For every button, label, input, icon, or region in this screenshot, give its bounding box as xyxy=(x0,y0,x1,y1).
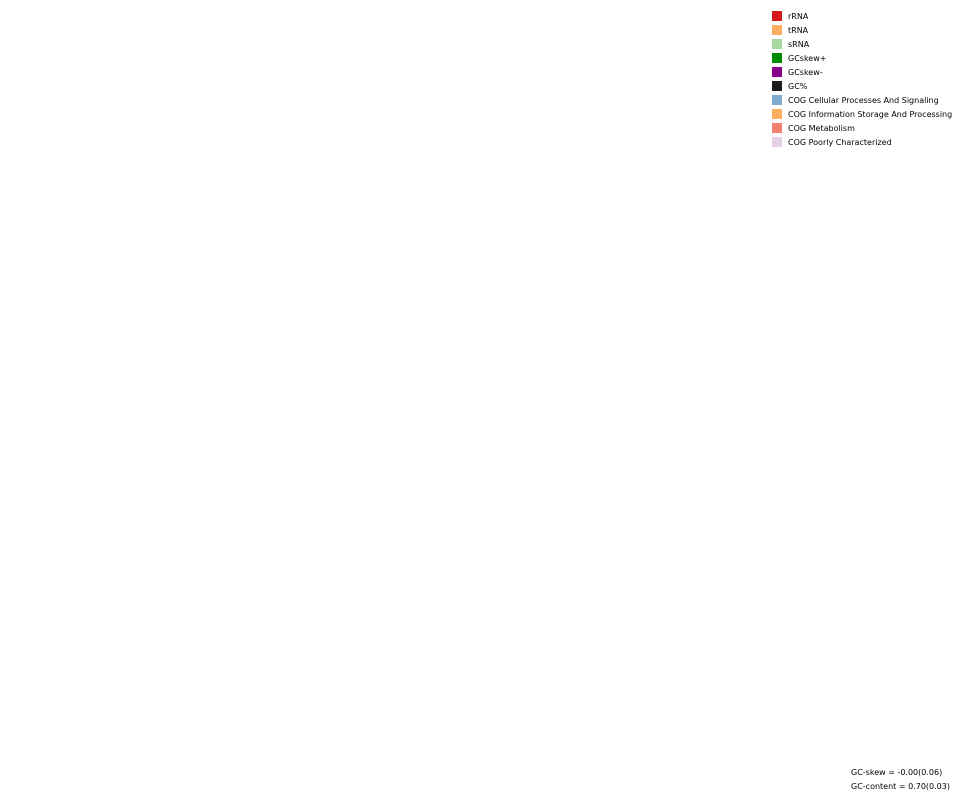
legend-item: rRNA xyxy=(772,9,952,23)
gc-stats: GC-skew = -0.00(0.06) GC-content = 0.70(… xyxy=(851,766,950,794)
legend-swatch xyxy=(772,81,782,91)
legend-label: COG Cellular Processes And Signaling xyxy=(788,95,939,105)
legend-swatch xyxy=(772,53,782,63)
legend-item: GCskew- xyxy=(772,65,952,79)
legend-swatch xyxy=(772,67,782,77)
legend-item: GC% xyxy=(772,79,952,93)
legend-swatch xyxy=(772,25,782,35)
legend-item: sRNA xyxy=(772,37,952,51)
legend-label: sRNA xyxy=(788,39,810,49)
legend-label: GC% xyxy=(788,81,808,91)
legend: rRNA tRNA sRNA GCskew+ GCskew- GC% COG Cellula… xyxy=(772,9,952,149)
legend-swatch xyxy=(772,137,782,147)
legend-label: COG Metabolism xyxy=(788,123,855,133)
legend-swatch xyxy=(772,11,782,21)
legend-item: COG Information Storage And Processing xyxy=(772,107,952,121)
legend-swatch xyxy=(772,109,782,119)
legend-label: GCskew+ xyxy=(788,53,827,63)
legend-item: GCskew+ xyxy=(772,51,952,65)
gc-skew-stat: GC-skew = -0.00(0.06) xyxy=(851,768,943,777)
legend-item: tRNA xyxy=(772,23,952,37)
legend-label: COG Information Storage And Processing xyxy=(788,109,953,119)
legend-item: COG Poorly Characterized xyxy=(772,135,952,149)
legend-swatch xyxy=(772,39,782,49)
gc-content-stat: GC-content = 0.70(0.03) xyxy=(851,782,950,791)
legend-label: GCskew- xyxy=(788,67,823,77)
legend-label: tRNA xyxy=(788,25,809,35)
legend-label: rRNA xyxy=(788,11,809,21)
legend-item: COG Cellular Processes And Signaling xyxy=(772,93,952,107)
legend-label: COG Poorly Characterized xyxy=(788,137,892,147)
legend-swatch xyxy=(772,95,782,105)
legend-swatch xyxy=(772,123,782,133)
legend-item: COG Metabolism xyxy=(772,121,952,135)
